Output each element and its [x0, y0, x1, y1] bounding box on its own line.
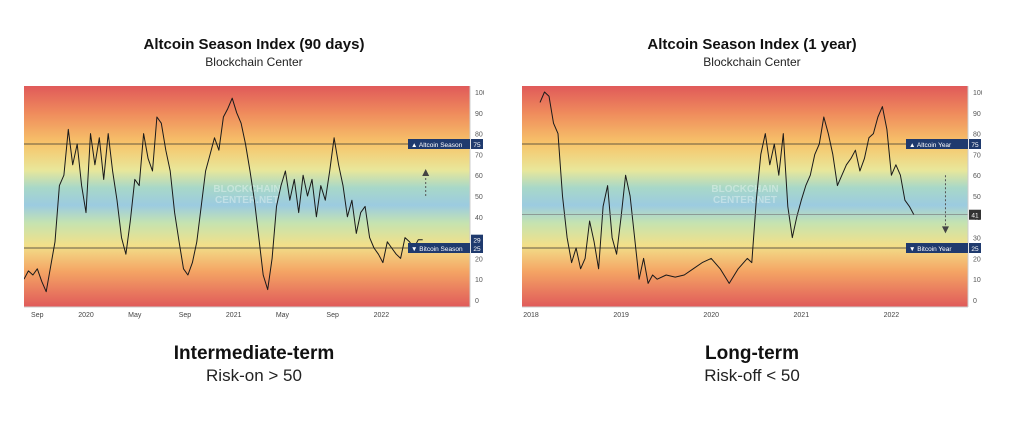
threshold-label-box [408, 243, 470, 253]
chart-panel-90-days: Altcoin Season Index (90 days) Blockchai… [24, 0, 484, 423]
threshold-value-box [471, 243, 483, 253]
threshold-label-text: ▲ Altcoin Season [411, 142, 463, 149]
threshold-value-text: 75 [473, 142, 481, 149]
y-tick-label: 20 [475, 256, 483, 263]
y-tick-label: 10 [973, 277, 981, 284]
y-tick-label: 50 [973, 194, 981, 201]
altcoin-index-90d-chart: BLOCKCHAINCENTER.NET01020304050607080901… [24, 86, 484, 322]
x-tick-label: 2020 [703, 312, 719, 319]
y-tick-label: 70 [973, 152, 981, 159]
watermark-text: BLOCKCHAIN [213, 184, 280, 195]
y-tick-label: 60 [475, 173, 483, 180]
threshold-label-box [906, 243, 968, 253]
threshold-value-text: 25 [473, 246, 481, 253]
threshold-value-text: 25 [971, 246, 979, 253]
x-tick-label: 2022 [884, 312, 900, 319]
y-tick-label: 50 [475, 194, 483, 201]
threshold-label-box [408, 139, 470, 149]
y-tick-label: 40 [475, 215, 483, 222]
watermark-text: CENTER.NET [713, 195, 777, 206]
threshold-label-text: ▼ Bitcoin Year [909, 246, 952, 253]
y-tick-label: 60 [973, 173, 981, 180]
x-axis-strip [522, 307, 982, 322]
x-axis-strip [24, 307, 484, 322]
y-tick-label: 0 [475, 298, 479, 305]
y-tick-label: 90 [973, 111, 981, 118]
x-tick-label: 2021 [226, 312, 242, 319]
y-tick-label: 0 [973, 298, 977, 305]
y-tick-label: 20 [973, 256, 981, 263]
trend-arrow-head-icon [941, 226, 949, 234]
watermark-text: CENTER.NET [215, 195, 279, 206]
plot-background [24, 86, 470, 307]
current-value-box [969, 209, 981, 220]
x-tick-label: 2022 [374, 312, 390, 319]
threshold-value-text: 75 [971, 142, 979, 149]
x-tick-label: Sep [31, 312, 44, 319]
x-tick-label: 2020 [78, 312, 94, 319]
threshold-value-box [471, 139, 483, 149]
y-tick-label: 80 [475, 132, 483, 139]
chart-title: Altcoin Season Index (90 days) [143, 36, 365, 53]
index-series-line [24, 97, 423, 293]
caption-intermediate-term: Intermediate-term [173, 343, 335, 364]
x-tick-label: 2019 [613, 312, 629, 319]
y-tick-label: 70 [475, 152, 483, 159]
y-tick-label: 90 [475, 111, 483, 118]
altcoin-index-1y-chart: BLOCKCHAINCENTER.NET01020304050607080901… [522, 86, 982, 322]
current-value-text: 41 [971, 213, 979, 220]
current-value-box [471, 234, 483, 245]
threshold-label-box [906, 139, 968, 149]
current-value-text: 29 [473, 238, 481, 245]
threshold-label-text: ▲ Altcoin Year [909, 142, 952, 149]
chart-title: Altcoin Season Index (1 year) [647, 36, 857, 53]
x-tick-label: Sep [326, 312, 339, 319]
x-tick-label: Sep [179, 312, 192, 319]
x-tick-label: May [128, 312, 142, 319]
x-tick-label: 2021 [794, 312, 810, 319]
chart-subtitle: Blockchain Center [703, 55, 801, 69]
caption-long-term: Long-term [705, 343, 799, 364]
y-tick-label: 80 [973, 132, 981, 139]
y-tick-label: 30 [973, 236, 981, 243]
watermark-text: BLOCKCHAIN [711, 184, 778, 195]
y-tick-label: 100 [475, 90, 484, 97]
caption-risk-off: Risk-off < 50 [704, 366, 800, 385]
x-tick-label: 2018 [523, 312, 539, 319]
trend-arrow-head-icon [422, 169, 430, 177]
threshold-label-text: ▼ Bitcoin Season [411, 246, 463, 253]
threshold-value-box [969, 243, 981, 253]
plot-background [522, 86, 968, 307]
chart-panel-1-year: Altcoin Season Index (1 year) Blockchain… [522, 0, 982, 423]
caption-risk-on: Risk-on > 50 [206, 366, 302, 385]
x-tick-label: May [276, 312, 290, 319]
y-tick-label: 10 [475, 277, 483, 284]
threshold-value-box [969, 139, 981, 149]
index-series-line [539, 91, 915, 284]
y-tick-label: 100 [973, 90, 982, 97]
chart-subtitle: Blockchain Center [205, 55, 303, 69]
